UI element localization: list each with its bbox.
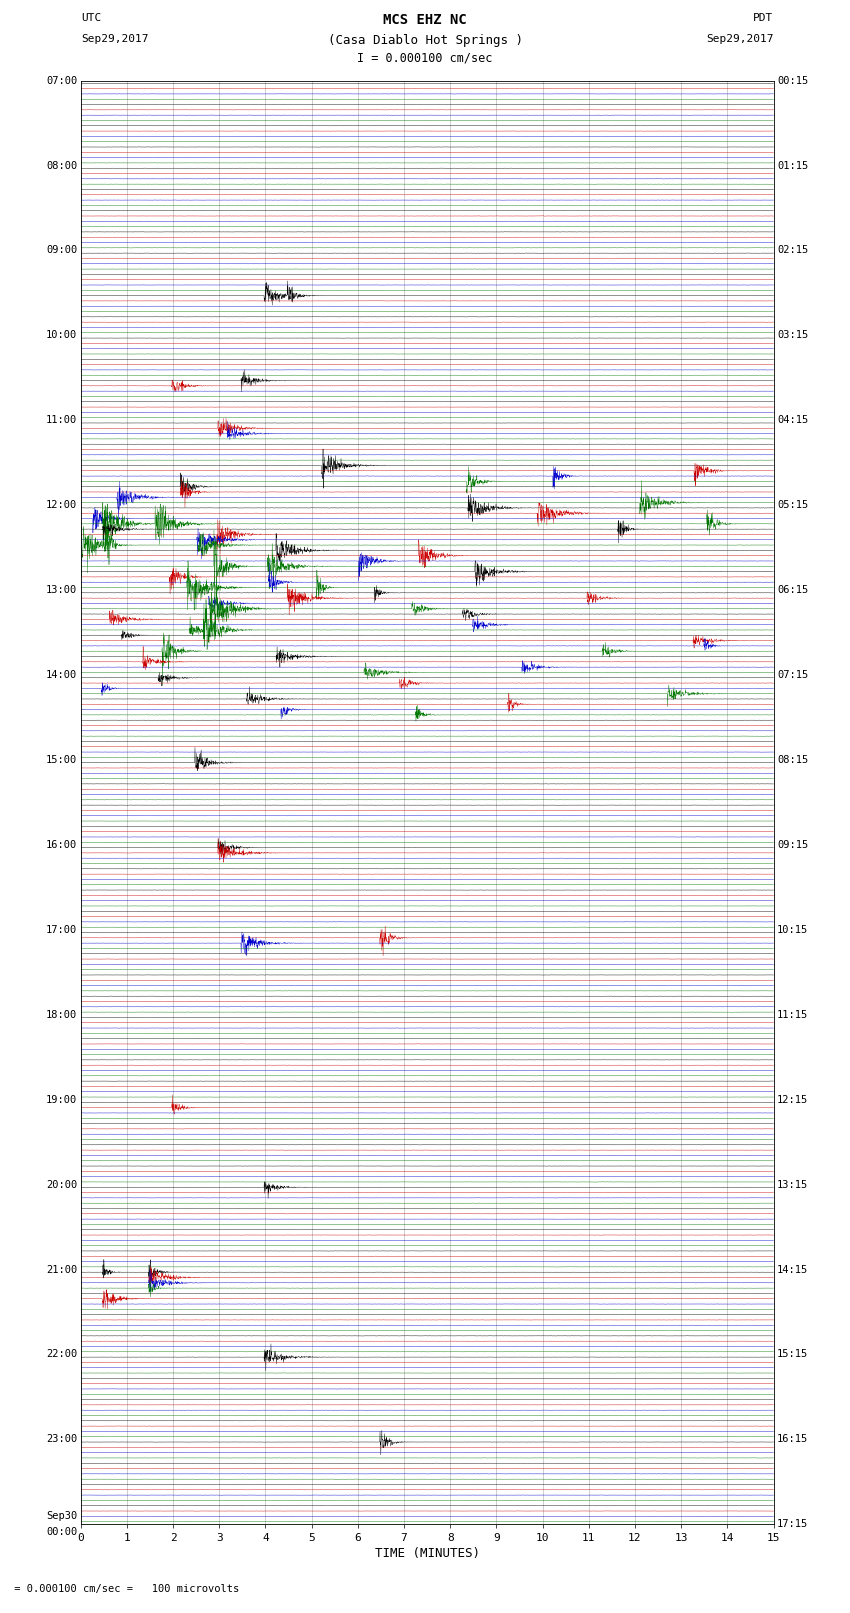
Text: PDT: PDT <box>753 13 774 23</box>
Text: MCS EHZ NC: MCS EHZ NC <box>383 13 467 27</box>
Text: 17:00: 17:00 <box>46 924 77 936</box>
Text: 15:00: 15:00 <box>46 755 77 765</box>
Text: 15:15: 15:15 <box>777 1350 808 1360</box>
Text: Sep30: Sep30 <box>46 1511 77 1521</box>
Text: 12:15: 12:15 <box>777 1095 808 1105</box>
Text: 10:15: 10:15 <box>777 924 808 936</box>
Text: 19:00: 19:00 <box>46 1095 77 1105</box>
Text: 11:15: 11:15 <box>777 1010 808 1019</box>
Text: 01:15: 01:15 <box>777 161 808 171</box>
Text: 11:00: 11:00 <box>46 415 77 426</box>
Text: 14:15: 14:15 <box>777 1265 808 1274</box>
Text: 21:00: 21:00 <box>46 1265 77 1274</box>
Text: 04:15: 04:15 <box>777 415 808 426</box>
Text: 09:15: 09:15 <box>777 840 808 850</box>
Text: 10:00: 10:00 <box>46 331 77 340</box>
Text: 18:00: 18:00 <box>46 1010 77 1019</box>
Text: 06:15: 06:15 <box>777 586 808 595</box>
Text: 00:00: 00:00 <box>46 1528 77 1537</box>
Text: UTC: UTC <box>81 13 101 23</box>
Text: 08:15: 08:15 <box>777 755 808 765</box>
Text: 13:15: 13:15 <box>777 1179 808 1190</box>
Text: 16:00: 16:00 <box>46 840 77 850</box>
Text: 12:00: 12:00 <box>46 500 77 510</box>
Text: 20:00: 20:00 <box>46 1179 77 1190</box>
Text: 23:00: 23:00 <box>46 1434 77 1444</box>
Text: 07:15: 07:15 <box>777 669 808 681</box>
Text: 14:00: 14:00 <box>46 669 77 681</box>
Text: (Casa Diablo Hot Springs ): (Casa Diablo Hot Springs ) <box>327 34 523 47</box>
Text: Sep29,2017: Sep29,2017 <box>706 34 774 44</box>
X-axis label: TIME (MINUTES): TIME (MINUTES) <box>375 1547 479 1560</box>
Text: Sep29,2017: Sep29,2017 <box>81 34 148 44</box>
Text: 05:15: 05:15 <box>777 500 808 510</box>
Text: 13:00: 13:00 <box>46 586 77 595</box>
Text: = 0.000100 cm/sec =   100 microvolts: = 0.000100 cm/sec = 100 microvolts <box>8 1584 240 1594</box>
Text: 02:15: 02:15 <box>777 245 808 255</box>
Text: 17:15: 17:15 <box>777 1519 808 1529</box>
Text: 09:00: 09:00 <box>46 245 77 255</box>
Text: 03:15: 03:15 <box>777 331 808 340</box>
Text: 22:00: 22:00 <box>46 1350 77 1360</box>
Text: 00:15: 00:15 <box>777 76 808 85</box>
Text: 08:00: 08:00 <box>46 161 77 171</box>
Text: I = 0.000100 cm/sec: I = 0.000100 cm/sec <box>357 52 493 65</box>
Text: 16:15: 16:15 <box>777 1434 808 1444</box>
Text: 07:00: 07:00 <box>46 76 77 85</box>
